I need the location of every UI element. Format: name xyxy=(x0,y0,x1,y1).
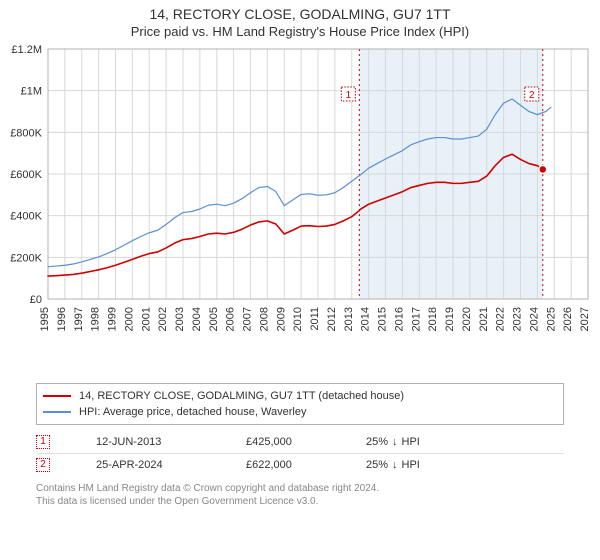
svg-text:2023: 2023 xyxy=(512,307,524,331)
sale-hpi-suffix: HPI xyxy=(402,436,420,448)
footer-line: This data is licensed under the Open Gov… xyxy=(36,495,564,508)
svg-text:2010: 2010 xyxy=(292,307,304,331)
sales-table: 1 12-JUN-2013 £425,000 25% ↓ HPI 2 25-AP… xyxy=(36,431,564,476)
svg-text:2014: 2014 xyxy=(360,307,372,331)
sale-marker: 2 xyxy=(36,458,56,472)
svg-text:2020: 2020 xyxy=(461,307,473,331)
svg-text:2007: 2007 xyxy=(242,307,254,331)
sale-marker: 1 xyxy=(36,435,56,449)
down-arrow-icon: ↓ xyxy=(392,436,398,448)
sale-date: 12-JUN-2013 xyxy=(96,436,206,448)
svg-text:1995: 1995 xyxy=(39,307,51,331)
svg-text:2021: 2021 xyxy=(478,307,490,331)
svg-text:£0: £0 xyxy=(30,294,42,306)
svg-text:2019: 2019 xyxy=(444,307,456,331)
svg-text:2022: 2022 xyxy=(495,307,507,331)
svg-text:2005: 2005 xyxy=(208,307,220,331)
svg-text:2004: 2004 xyxy=(191,307,203,331)
svg-text:2001: 2001 xyxy=(140,307,152,331)
marker-box-icon: 1 xyxy=(36,435,50,449)
chart-title: 14, RECTORY CLOSE, GODALMING, GU7 1TT xyxy=(0,6,600,22)
svg-text:2025: 2025 xyxy=(545,307,557,331)
attribution-footer: Contains HM Land Registry data © Crown c… xyxy=(36,482,564,508)
down-arrow-icon: ↓ xyxy=(392,459,398,471)
sale-hpi: 25% ↓ HPI xyxy=(366,459,466,471)
svg-text:2: 2 xyxy=(529,90,535,101)
legend-label: HPI: Average price, detached house, Wave… xyxy=(79,406,306,418)
svg-text:2018: 2018 xyxy=(427,307,439,331)
svg-text:£1.2M: £1.2M xyxy=(11,44,42,56)
svg-text:1999: 1999 xyxy=(107,307,119,331)
legend-item: 14, RECTORY CLOSE, GODALMING, GU7 1TT (d… xyxy=(43,388,557,404)
svg-text:2009: 2009 xyxy=(275,307,287,331)
line-chart: £0 £200K £400K £600K £800K £1M £1.2M 1995 1996 19… xyxy=(0,39,600,379)
svg-text:2026: 2026 xyxy=(562,307,574,331)
svg-text:2002: 2002 xyxy=(157,307,169,331)
legend-label: 14, RECTORY CLOSE, GODALMING, GU7 1TT (d… xyxy=(79,390,404,402)
svg-text:1996: 1996 xyxy=(56,307,68,331)
svg-text:£1M: £1M xyxy=(21,86,42,98)
svg-text:2000: 2000 xyxy=(123,307,135,331)
sale-date: 25-APR-2024 xyxy=(96,459,206,471)
sale-hpi-pct: 25% xyxy=(366,459,388,471)
svg-text:2008: 2008 xyxy=(258,307,270,331)
sale-price: £425,000 xyxy=(246,436,326,448)
svg-text:£800K: £800K xyxy=(10,127,42,139)
sale-hpi-suffix: HPI xyxy=(402,459,420,471)
legend-swatch xyxy=(43,411,71,413)
title-block: 14, RECTORY CLOSE, GODALMING, GU7 1TT Pr… xyxy=(0,0,600,39)
svg-text:2015: 2015 xyxy=(377,307,389,331)
svg-text:£400K: £400K xyxy=(10,211,42,223)
svg-text:1: 1 xyxy=(346,90,352,101)
marker-box-icon: 2 xyxy=(36,458,50,472)
svg-text:£200K: £200K xyxy=(10,252,42,264)
legend: 14, RECTORY CLOSE, GODALMING, GU7 1TT (d… xyxy=(36,383,564,425)
svg-text:2017: 2017 xyxy=(410,307,422,331)
sales-row: 2 25-APR-2024 £622,000 25% ↓ HPI xyxy=(36,454,564,476)
svg-text:2024: 2024 xyxy=(528,307,540,331)
legend-item: HPI: Average price, detached house, Wave… xyxy=(43,404,557,420)
svg-text:2013: 2013 xyxy=(343,307,355,331)
footer-line: Contains HM Land Registry data © Crown c… xyxy=(36,482,564,495)
sale-hpi: 25% ↓ HPI xyxy=(366,436,466,448)
svg-text:2027: 2027 xyxy=(579,307,591,331)
svg-text:1997: 1997 xyxy=(73,307,85,331)
sale-hpi-pct: 25% xyxy=(366,436,388,448)
svg-text:2006: 2006 xyxy=(225,307,237,331)
svg-text:2012: 2012 xyxy=(326,307,338,331)
legend-swatch xyxy=(43,395,71,397)
chart-subtitle: Price paid vs. HM Land Registry's House … xyxy=(0,24,600,39)
svg-text:2011: 2011 xyxy=(309,307,321,331)
svg-text:1998: 1998 xyxy=(90,307,102,331)
chart-container: 14, RECTORY CLOSE, GODALMING, GU7 1TT Pr… xyxy=(0,0,600,508)
sales-row: 1 12-JUN-2013 £425,000 25% ↓ HPI xyxy=(36,431,564,454)
svg-text:2016: 2016 xyxy=(393,307,405,331)
svg-text:£600K: £600K xyxy=(10,169,42,181)
sale-price: £622,000 xyxy=(246,459,326,471)
svg-text:2003: 2003 xyxy=(174,307,186,331)
